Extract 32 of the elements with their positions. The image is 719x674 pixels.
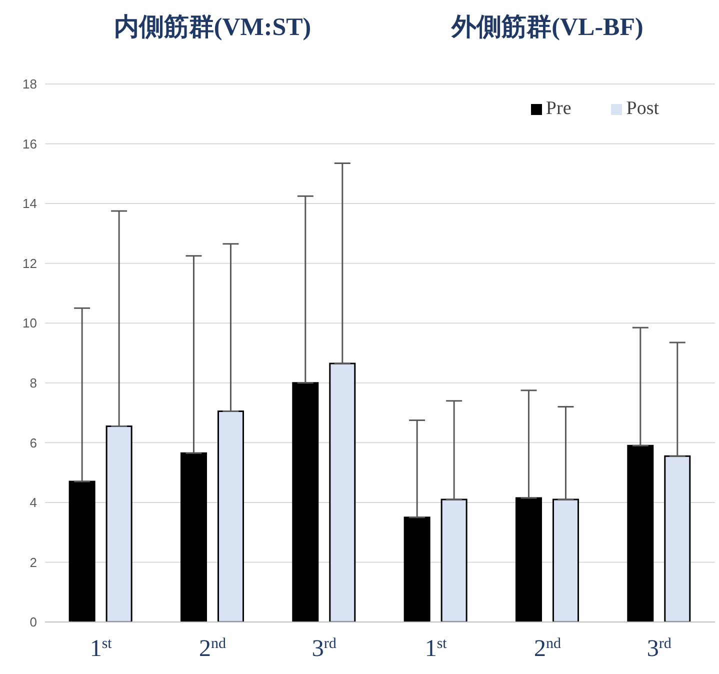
bar — [180, 452, 207, 622]
x-tick-label: 1$^{st}$ — [90, 636, 113, 662]
x-tick-label: 2$^{nd}$ — [534, 636, 562, 662]
y-tick-label: 18 — [22, 76, 37, 92]
legend-label: Post — [626, 98, 659, 119]
bar — [106, 425, 132, 622]
x-tick-label: 3$^{rd}$ — [312, 636, 337, 662]
x-tick-label: 3$^{rd}$ — [646, 636, 672, 662]
y-tick-label: 16 — [22, 136, 37, 152]
x-tick-label: 2$^{nd}$ — [199, 636, 226, 662]
bar — [217, 410, 244, 622]
legend-label: Pre — [546, 98, 572, 119]
bar — [664, 455, 691, 622]
bar — [404, 516, 430, 622]
y-tick-label: 0 — [30, 614, 37, 630]
text: 内側筋群(VM:ST) — [112, 13, 312, 43]
bar — [329, 362, 356, 622]
bar — [440, 498, 468, 622]
y-tick-label: 6 — [30, 435, 37, 450]
y-tick-label: 2 — [30, 554, 37, 570]
y-tick-label: 8 — [30, 376, 37, 391]
y-tick-label: 12 — [22, 256, 37, 271]
y-tick-label: 14 — [22, 196, 37, 212]
bar — [627, 444, 654, 622]
x-tick-label: 1$^{st}$ — [424, 636, 448, 662]
bar — [552, 498, 579, 622]
y-tick-label: 4 — [30, 495, 37, 510]
bar — [515, 497, 542, 622]
y-tick-label: 10 — [22, 316, 37, 331]
text: 外側筋群(VL-BF) — [450, 13, 644, 43]
bar — [292, 382, 319, 622]
bar — [68, 480, 96, 622]
